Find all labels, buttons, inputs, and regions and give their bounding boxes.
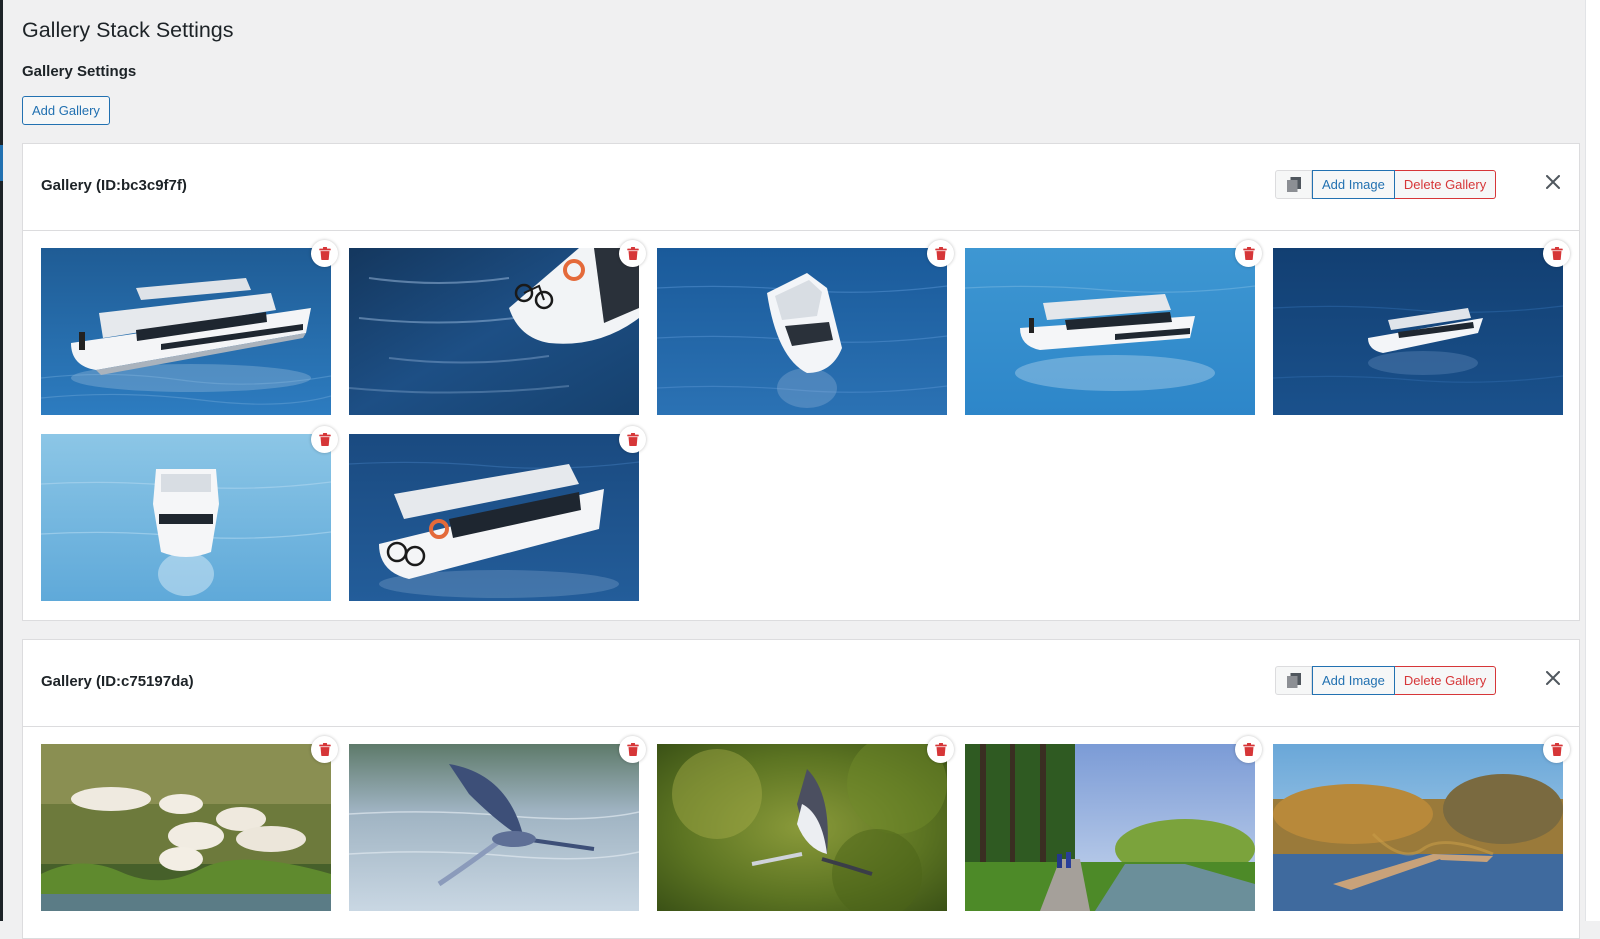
trash-icon xyxy=(319,247,331,260)
trash-icon xyxy=(1551,743,1563,756)
trash-icon xyxy=(319,433,331,446)
heron-over-trees-photo xyxy=(657,744,947,911)
gallery-image[interactable] xyxy=(657,736,954,911)
gallery-image[interactable] xyxy=(1273,736,1570,911)
gallery-image[interactable] xyxy=(41,426,338,601)
gallery-image[interactable] xyxy=(965,736,1262,911)
section-title: Gallery Settings xyxy=(22,63,137,80)
canal-path-cyclists-photo xyxy=(965,744,1255,911)
gallery-title: Gallery (ID:bc3c9f7f) xyxy=(41,177,187,194)
trash-icon xyxy=(1243,743,1255,756)
gallery-image[interactable] xyxy=(349,240,646,415)
boat-front-view-photo xyxy=(41,434,331,601)
boat-top-down-photo xyxy=(657,248,947,415)
delete-gallery-button[interactable]: Delete Gallery xyxy=(1394,666,1497,695)
add-gallery-button[interactable]: Add Gallery xyxy=(22,96,110,125)
boat-bow-closeup-photo xyxy=(349,248,639,415)
trash-icon xyxy=(627,247,639,260)
trash-icon xyxy=(935,247,947,260)
delete-image-button[interactable] xyxy=(927,240,954,267)
delete-image-button[interactable] xyxy=(1235,736,1262,763)
add-image-button[interactable]: Add Image xyxy=(1312,666,1395,695)
copy-shortcode-button[interactable] xyxy=(1275,170,1312,199)
gallery-image[interactable] xyxy=(41,240,338,415)
gallery-card: Gallery (ID:bc3c9f7f) Add Image Delete G… xyxy=(22,143,1580,621)
boat-side-view-light-photo xyxy=(965,248,1255,415)
gallery-image[interactable] xyxy=(965,240,1262,415)
cattle-grazing-photo xyxy=(41,744,331,911)
trash-icon xyxy=(935,743,947,756)
delete-image-button[interactable] xyxy=(311,240,338,267)
gallery-card: Gallery (ID:c75197da) Add Image Delete G… xyxy=(22,639,1580,939)
delete-image-button[interactable] xyxy=(311,426,338,453)
gallery-header: Gallery (ID:bc3c9f7f) Add Image Delete G… xyxy=(23,144,1579,231)
close-gallery-button[interactable] xyxy=(1542,667,1564,689)
trash-icon xyxy=(1551,247,1563,260)
delete-image-button[interactable] xyxy=(619,426,646,453)
gallery-image[interactable] xyxy=(349,426,646,601)
admin-sidebar-active-marker xyxy=(0,145,3,181)
gallery-title: Gallery (ID:c75197da) xyxy=(41,673,194,690)
close-icon xyxy=(1546,671,1560,685)
delete-image-button[interactable] xyxy=(1543,736,1570,763)
gallery-image[interactable] xyxy=(349,736,646,911)
delete-image-button[interactable] xyxy=(619,240,646,267)
trash-icon xyxy=(319,743,331,756)
gallery-actions: Add Image Delete Gallery xyxy=(1275,170,1497,199)
copy-shortcode-button[interactable] xyxy=(1275,666,1312,695)
add-image-button[interactable]: Add Image xyxy=(1312,170,1395,199)
boat-small-dark-water-photo xyxy=(1273,248,1563,415)
wetland-boardwalk-photo xyxy=(1273,744,1563,911)
gallery-header: Gallery (ID:c75197da) Add Image Delete G… xyxy=(23,640,1579,727)
delete-image-button[interactable] xyxy=(311,736,338,763)
scrollbar-track[interactable] xyxy=(1585,0,1600,921)
heron-over-water-photo xyxy=(349,744,639,911)
copy-icon xyxy=(1286,673,1301,688)
boat-rear-bicycles-photo xyxy=(349,434,639,601)
trash-icon xyxy=(627,743,639,756)
gallery-image[interactable] xyxy=(657,240,954,415)
delete-image-button[interactable] xyxy=(1543,240,1570,267)
gallery-image[interactable] xyxy=(1273,240,1570,415)
delete-image-button[interactable] xyxy=(927,736,954,763)
trash-icon xyxy=(627,433,639,446)
delete-gallery-button[interactable]: Delete Gallery xyxy=(1394,170,1497,199)
delete-image-button[interactable] xyxy=(619,736,646,763)
gallery-actions: Add Image Delete Gallery xyxy=(1275,666,1497,695)
close-gallery-button[interactable] xyxy=(1542,171,1564,193)
copy-icon xyxy=(1286,177,1301,192)
gallery-image[interactable] xyxy=(41,736,338,911)
admin-sidebar-edge xyxy=(0,0,3,921)
close-icon xyxy=(1546,175,1560,189)
trash-icon xyxy=(1243,247,1255,260)
page-title: Gallery Stack Settings xyxy=(22,18,234,42)
delete-image-button[interactable] xyxy=(1235,240,1262,267)
boat-side-view-photo xyxy=(41,248,331,415)
